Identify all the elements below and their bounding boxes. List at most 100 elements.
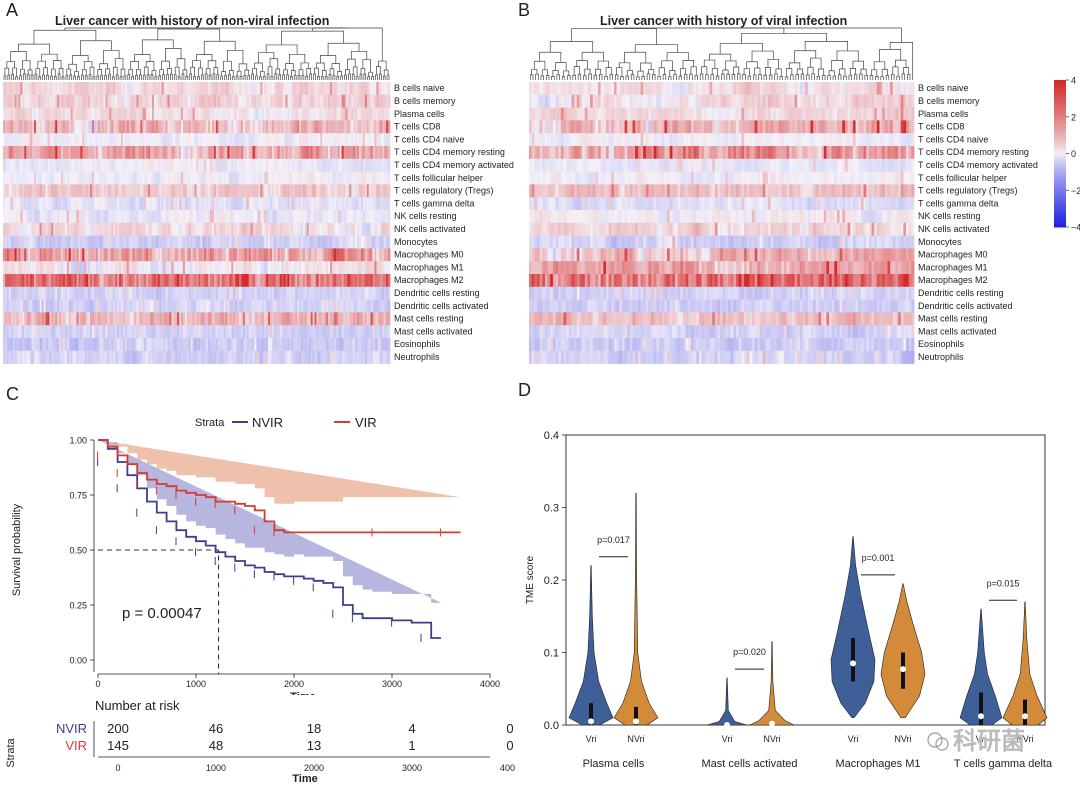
heatmap-a-cell <box>345 107 348 121</box>
heatmap-a-cell <box>92 158 95 172</box>
heatmap-a-cell <box>366 158 370 172</box>
heatmap-a-cell <box>51 133 54 147</box>
heatmap-b-cell <box>733 82 737 96</box>
heatmap-a-cell <box>312 133 315 147</box>
heatmap-a-cell <box>122 120 126 134</box>
heatmap-a-cell <box>6 222 10 236</box>
heatmap-a-cell <box>88 146 91 160</box>
heatmap-a-cell <box>20 235 23 249</box>
heatmap-b-cell <box>645 107 649 121</box>
heatmap-a-cell <box>227 222 230 236</box>
heatmap-a-cell <box>88 120 91 134</box>
heatmap-a-cell <box>248 107 252 121</box>
heatmap-a-cell <box>266 82 269 96</box>
heatmap-a-cell <box>300 197 304 211</box>
heatmap-a-cell <box>330 146 333 160</box>
heatmap-a-cell <box>128 158 132 172</box>
heatmap-a-cell <box>140 107 143 121</box>
heatmap-a-cell <box>213 120 217 134</box>
heatmap-a-cell <box>351 171 354 185</box>
heatmap-a-cell <box>326 107 329 121</box>
heatmap-a-cell <box>119 94 122 108</box>
heatmap-a-cell <box>244 133 248 147</box>
heatmap-a-cell <box>95 184 99 198</box>
heatmap-a-cell <box>57 107 60 121</box>
heatmap-a-cell <box>161 197 165 211</box>
heatmap-a-cell <box>268 171 271 185</box>
heatmap-a-cell <box>283 171 286 185</box>
heatmap-a-cell <box>231 158 234 172</box>
heatmap-a-cell <box>45 222 48 236</box>
heatmap-a-cell <box>233 82 236 96</box>
heatmap-a-cell <box>122 133 126 147</box>
heatmap-b-cell <box>643 94 647 108</box>
heatmap-a-cell <box>210 146 213 160</box>
heatmap-a-cell <box>217 82 221 96</box>
heatmap-a-cell <box>103 94 106 108</box>
heatmap-a-cell <box>33 158 37 172</box>
heatmap-b-cell <box>720 107 724 121</box>
heatmap-a-cell <box>227 146 230 160</box>
heatmap-a-cell <box>227 133 230 147</box>
heatmap-a-cell <box>225 146 228 160</box>
heatmap-a-cell <box>314 120 317 134</box>
heatmap-a-cell <box>150 171 153 185</box>
heatmap-a-cell <box>299 171 302 185</box>
heatmap-a-cell <box>297 210 300 224</box>
heatmap-a-cell <box>90 158 93 172</box>
heatmap-a-cell <box>179 107 182 121</box>
heatmap-a-cell <box>111 222 114 236</box>
heatmap-a-cell <box>32 107 35 121</box>
heatmap-b-cell <box>765 94 769 108</box>
heatmap-a-cell <box>163 158 166 172</box>
heatmap-a-cell <box>53 197 56 211</box>
heatmap-a-cell <box>335 184 339 198</box>
heatmap-a-cell <box>138 146 141 160</box>
heatmap-a-cell <box>293 222 296 236</box>
heatmap-a-cell <box>128 171 132 185</box>
heatmap-b-cell <box>632 107 636 121</box>
heatmap-a-cell <box>386 146 389 160</box>
heatmap-a-cell <box>297 171 300 185</box>
heatmap-a-cell <box>119 222 122 236</box>
heatmap-a-cell <box>293 107 296 121</box>
heatmap-a-cell <box>14 146 17 160</box>
heatmap-a-cell <box>266 94 269 108</box>
heatmap-a-cell <box>217 171 221 185</box>
heatmap-b-cell <box>550 82 554 96</box>
heatmap-b-cell <box>534 94 538 108</box>
heatmap-a-cell <box>366 120 370 134</box>
heatmap-a-cell <box>258 197 261 211</box>
heatmap-a-cell <box>62 184 66 198</box>
heatmap-a-cell <box>287 107 290 121</box>
heatmap-a-cell <box>297 94 300 108</box>
heatmap-a-cell <box>86 184 89 198</box>
heatmap-a-cell <box>122 146 126 160</box>
heatmap-a-cell <box>192 107 195 121</box>
heatmap-a-cell <box>95 107 99 121</box>
heatmap-a-cell <box>126 235 130 249</box>
heatmap-a-cell <box>248 184 252 198</box>
heatmap-b-cell <box>659 107 663 121</box>
heatmap-a-cell <box>380 120 383 134</box>
heatmap-a-cell <box>318 222 321 236</box>
heatmap-a-cell <box>84 107 87 121</box>
heatmap-a-cell <box>117 120 120 134</box>
heatmap-a-cell <box>306 82 310 96</box>
heatmap-a-cell <box>30 171 33 185</box>
heatmap-a-cell <box>76 235 79 249</box>
heatmap-b-cell <box>603 107 607 121</box>
heatmap-a-cell <box>283 107 286 121</box>
heatmap-a-cell <box>260 197 263 211</box>
heatmap-a-cell <box>150 133 153 147</box>
heatmap-a-cell <box>179 235 182 249</box>
heatmap-a-cell <box>219 222 223 236</box>
heatmap-a-cell <box>312 210 315 224</box>
heatmap-b-cell <box>566 94 570 108</box>
heatmap-a-cell <box>126 184 130 198</box>
heatmap-a-cell <box>254 120 257 134</box>
heatmap-a-cell <box>200 94 203 108</box>
heatmap-a-cell <box>138 210 141 224</box>
heatmap-a-cell <box>6 210 10 224</box>
heatmap-a-cell <box>194 210 197 224</box>
